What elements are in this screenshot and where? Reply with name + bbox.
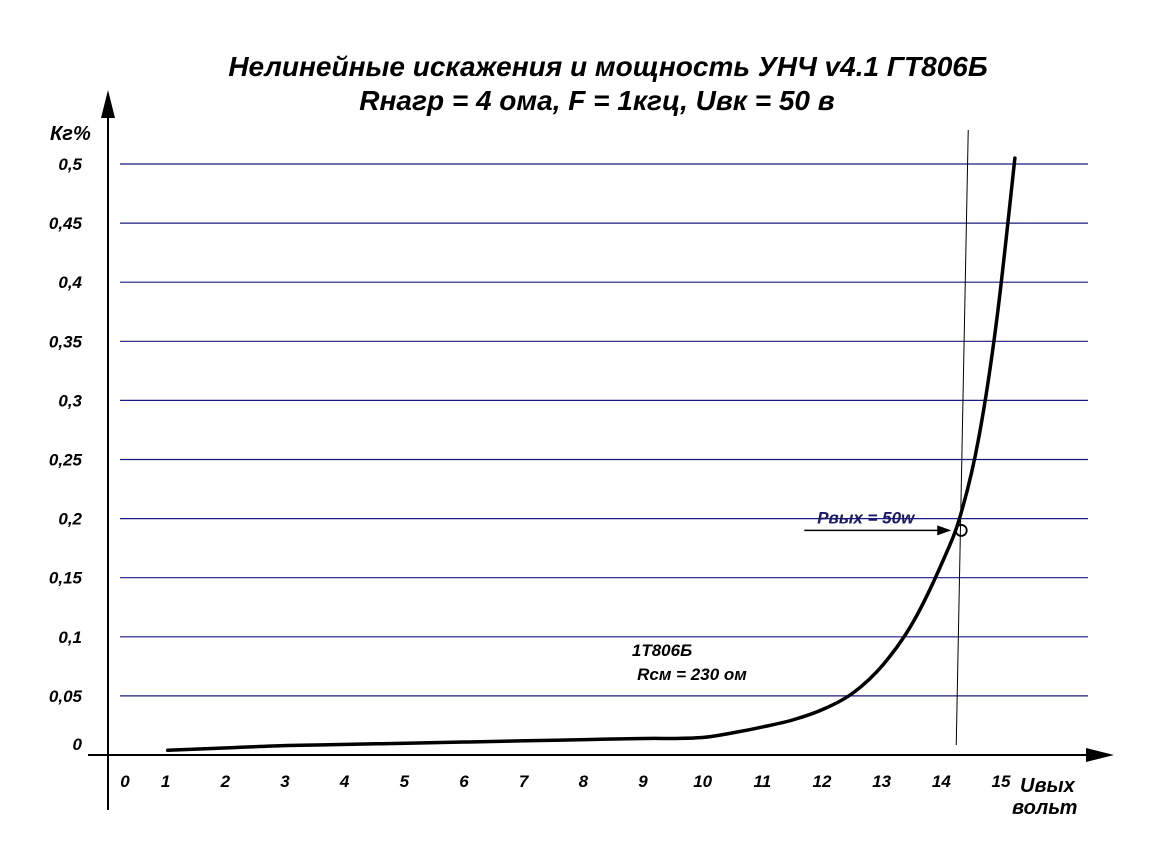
x-tick-label: 3 (280, 772, 290, 791)
y-tick-label: 0,3 (58, 391, 82, 410)
x-tick-label: 11 (754, 772, 772, 791)
series-line-1t806b (165, 156, 1017, 753)
x-tick-label: 5 (400, 772, 410, 791)
series-label: 1Т806Б (632, 641, 692, 660)
x-tick-label: 0 (120, 772, 130, 791)
x-tick-label: 1 (161, 772, 170, 791)
x-tick-label: 12 (813, 772, 832, 791)
x-tick-label: 14 (932, 772, 951, 791)
y-tick-label: 0,2 (58, 510, 82, 529)
marker-arrow-head (937, 525, 952, 536)
marker-label: Pвых = 50w (817, 508, 916, 527)
y-tick-label: 0,1 (58, 628, 82, 647)
y-tick-label: 0,05 (49, 687, 83, 706)
y-tick-label: 0,5 (58, 155, 82, 174)
x-tick-label: 7 (519, 772, 530, 791)
x-tick-label: 8 (579, 772, 589, 791)
chart-title: Нелинейные искажения и мощность УНЧ v4.1… (228, 51, 987, 82)
y-tick-label: 0,25 (49, 451, 83, 470)
chart-subtitle: Rнагр = 4 ома, F = 1кгц, Uвк = 50 в (359, 85, 834, 116)
y-tick-labels: 0 0,05 0,1 0,15 0,2 0,25 0,3 0,35 0,4 0,45 0,5 (49, 155, 83, 754)
x-tick-label: 15 (992, 772, 1011, 791)
x-tick-label: 6 (459, 772, 469, 791)
x-axis-label-line1: Uвых (1020, 775, 1076, 797)
grid-lines (120, 163, 1088, 697)
x-tick-label: 4 (339, 772, 350, 791)
power-marker-vertical-line (955, 129, 969, 746)
x-tick-labels: 0 1 2 3 4 5 6 7 8 9 10 11 12 13 14 15 (120, 772, 1011, 791)
x-axis-label-line2: вольт (1012, 797, 1077, 819)
y-tick-label: 0 (73, 735, 83, 754)
x-tick-label: 10 (693, 772, 712, 791)
y-tick-label: 0,15 (49, 569, 83, 588)
series-note: Rсм = 230 ом (637, 665, 747, 684)
y-axis-arrow (101, 90, 115, 118)
operating-point-marker (954, 524, 968, 537)
x-axis-arrow (1086, 748, 1114, 762)
y-tick-label: 0,45 (49, 214, 83, 233)
y-tick-label: 0,4 (58, 273, 82, 292)
y-tick-label: 0,35 (49, 332, 83, 351)
x-tick-label: 9 (638, 772, 648, 791)
y-axis-label: Кг% (50, 123, 91, 145)
x-tick-label: 2 (220, 772, 231, 791)
x-tick-label: 13 (872, 772, 891, 791)
